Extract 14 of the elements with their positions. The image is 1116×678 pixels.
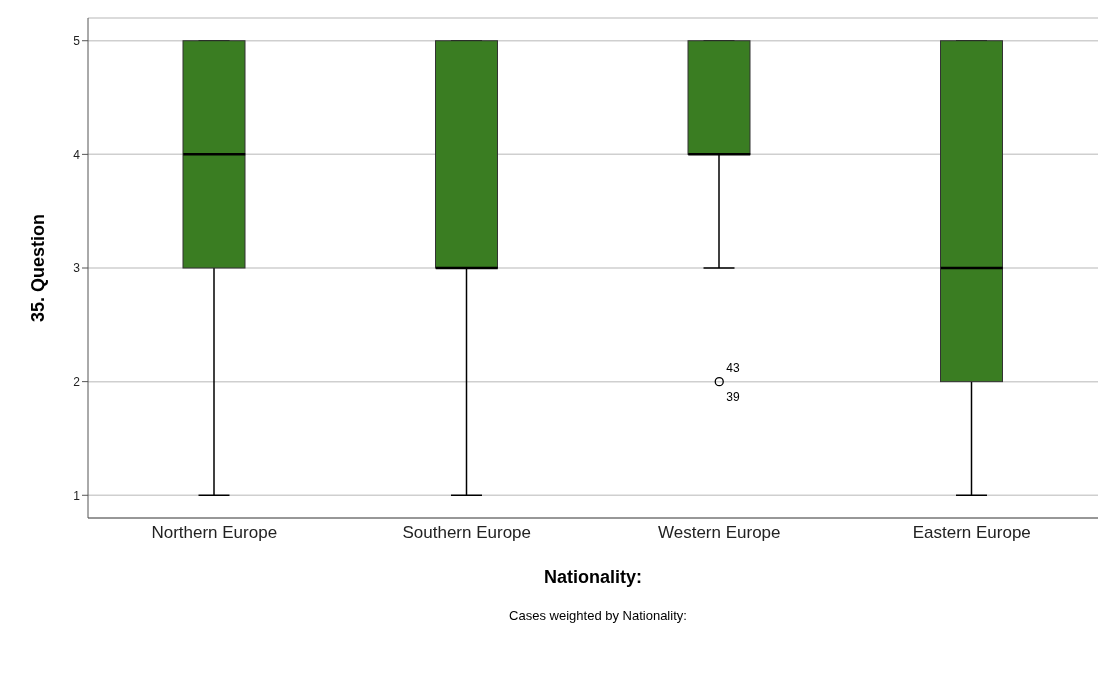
y-tick-label: 2: [73, 374, 81, 389]
y-axis-title: 35. Question: [28, 213, 49, 323]
text: Cases weighted by Nationality:: [508, 608, 688, 623]
y-tick-label: 1: [73, 488, 81, 503]
annotation: 43: [726, 360, 740, 375]
x-tick-label: Southern Europe: [402, 523, 532, 543]
y-tick-label: 5: [73, 33, 81, 48]
x-tick-label: Northern Europe: [151, 523, 278, 543]
x-axis-title: Nationality:: [543, 567, 643, 587]
y-tick-label: 4: [73, 147, 81, 162]
annotation: 39: [726, 389, 740, 404]
x-tick-label: Eastern Europe: [912, 523, 1031, 543]
x-tick-label: Western Europe: [657, 523, 781, 543]
y-tick-label: 3: [73, 261, 81, 276]
